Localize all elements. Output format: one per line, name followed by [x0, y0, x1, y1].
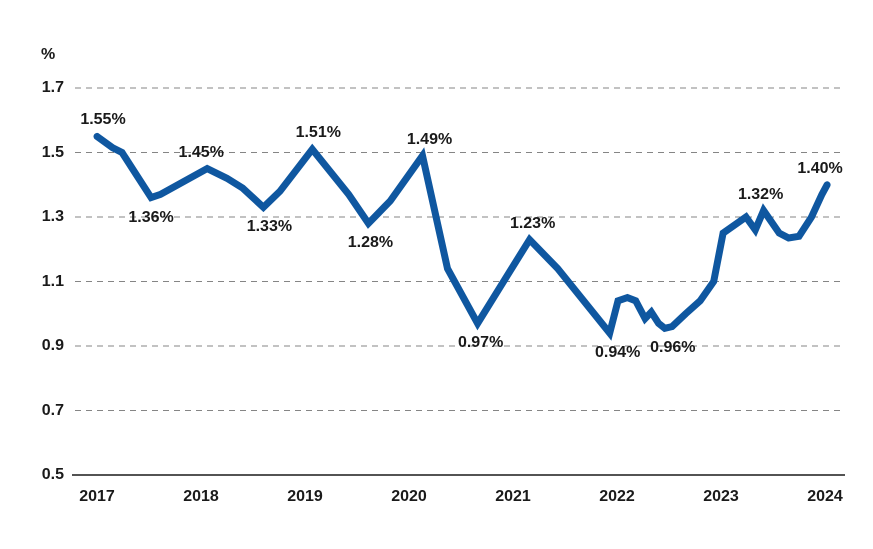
x-tick-label: 2022 — [599, 488, 635, 505]
x-tick-label: 2024 — [807, 488, 843, 505]
y-tick-label: 1.5 — [41, 143, 64, 161]
data-point-label: 1.40% — [797, 159, 843, 177]
data-point-label: 1.23% — [509, 214, 556, 232]
y-tick-label: 0.7 — [41, 401, 64, 419]
y-tick-label: 1.7 — [41, 79, 64, 96]
y-tick-label: 1.3 — [41, 208, 64, 225]
x-tick-label: 2018 — [183, 488, 219, 505]
x-tick-label: 2020 — [391, 488, 427, 505]
y-tick-label: 0.5 — [41, 466, 64, 483]
data-point-label: 1.49% — [406, 130, 453, 148]
y-tick-label: 1.1 — [41, 272, 64, 290]
data-point-label: 1.33% — [246, 218, 293, 236]
x-tick-label: 2019 — [287, 488, 323, 505]
series-line — [93, 132, 831, 341]
data-point-label: 1.45% — [178, 143, 224, 161]
data-point-label: 1.32% — [737, 185, 784, 203]
data-point-label: 1.51% — [295, 124, 341, 142]
x-tick-label: 2023 — [703, 488, 739, 505]
data-point-label: 1.28% — [347, 234, 394, 252]
x-tick-label: 2017 — [79, 488, 115, 505]
data-point-label: 1.36% — [128, 208, 174, 226]
data-point-label: 0.97% — [457, 334, 504, 352]
y-axis-unit-label: % — [41, 46, 56, 63]
data-point-label: 1.55% — [80, 111, 126, 129]
data-point-label: 0.96% — [650, 339, 696, 357]
y-tick-label: 0.9 — [41, 337, 64, 354]
data-point-label: 0.94% — [595, 344, 641, 362]
x-tick-label: 2021 — [495, 488, 531, 505]
